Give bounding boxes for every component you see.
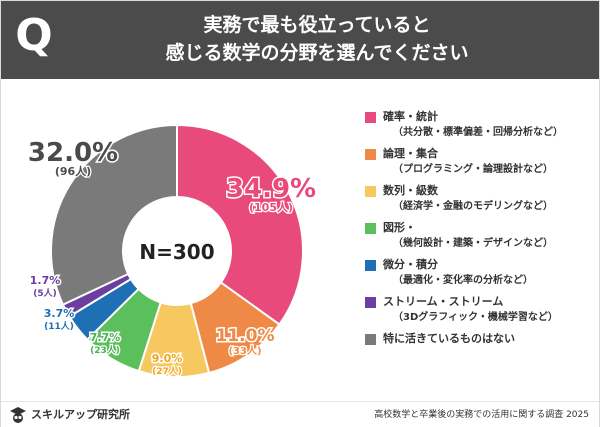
page-title: 実務で最も役立っていると 感じる数学の分野を選んでください	[97, 11, 537, 67]
legend-name-6: ストリーム・ストリーム	[383, 295, 504, 308]
legend-detail-1: （共分散・標準偏差・回帰分析など）	[393, 127, 563, 138]
title-line-1: 実務で最も役立っていると	[203, 14, 431, 36]
legend-name-3: 数列・級数	[383, 184, 438, 197]
legend-name-7: 特に活きているものはない	[383, 332, 515, 345]
value-label-4: 7.7%	[90, 331, 121, 344]
legend-detail-2: （プログラミング・論理設計など）	[393, 164, 553, 175]
legend-swatch-7	[365, 334, 376, 345]
legend-item-6: ストリーム・ストリーム （3Dグラフィック・機械学習など）	[365, 294, 595, 325]
value-label-7: 32.0%	[28, 138, 118, 168]
legend-item-4: 図形・ （幾何設計・建築・デザインなど）	[365, 220, 595, 251]
legend-detail-5: （最適化・変化率の分析など）	[393, 275, 533, 286]
legend-detail-6: （3Dグラフィック・機械学習など）	[393, 312, 558, 323]
legend-swatch-4	[365, 223, 376, 234]
legend-swatch-6	[365, 297, 376, 308]
legend-item-5: 微分・積分 （最適化・変化率の分析など）	[365, 257, 595, 288]
slice-7	[50, 123, 178, 306]
source-note: 高校数学と卒業後の実務での活用に関する調査 2025	[374, 410, 589, 420]
count-label-1: (105人)	[249, 200, 293, 214]
legend-name-4: 図形・	[383, 221, 416, 234]
legend-swatch-5	[365, 260, 376, 271]
legend-swatch-1	[365, 112, 376, 123]
legend-name-2: 論理・集合	[383, 147, 438, 160]
header-banner: Q 実務で最も役立っていると 感じる数学の分野を選んでください	[1, 1, 599, 79]
count-label-3: (27人)	[152, 365, 182, 377]
value-label-5: 3.7%	[44, 307, 75, 320]
legend-name-1: 確率・統計	[383, 110, 438, 123]
count-label-2: (33人)	[228, 344, 261, 357]
donut-chart: N=30034.9%(105人)11.0%(33人)9.0%(27人)7.7%(…	[26, 123, 318, 378]
q-badge: Q	[15, 10, 53, 61]
brand-name: スキルアップ研究所	[31, 408, 130, 421]
count-label-4: (23人)	[90, 344, 120, 356]
legend-name-5: 微分・積分	[383, 258, 438, 271]
count-label-7: (96人)	[55, 164, 91, 178]
value-label-3: 9.0%	[152, 352, 183, 365]
count-label-6: (5人)	[33, 287, 57, 299]
slice-1	[176, 123, 304, 326]
legend-item-7: 特に活きているものはない	[365, 331, 595, 347]
legend-item-2: 論理・集合 （プログラミング・論理設計など）	[365, 146, 595, 177]
count-label-5: (11人)	[44, 320, 74, 332]
legend-swatch-2	[365, 149, 376, 160]
footer: スキルアップ研究所 高校数学と卒業後の実務での活用に関する調査 2025	[1, 401, 599, 427]
legend-item-3: 数列・級数 （経済学・金融のモデリングなど）	[365, 183, 595, 214]
legend-swatch-3	[365, 186, 376, 197]
brand: スキルアップ研究所	[9, 406, 130, 424]
value-label-6: 1.7%	[30, 274, 61, 287]
legend-detail-4: （幾何設計・建築・デザインなど）	[393, 238, 553, 249]
legend: 確率・統計 （共分散・標準偏差・回帰分析など） 論理・集合 （プログラミング・論理設計…	[365, 109, 595, 353]
legend-detail-3: （経済学・金融のモデリングなど）	[393, 201, 553, 212]
title-line-2: 感じる数学の分野を選んでください	[165, 42, 469, 64]
center-label: N=300	[139, 240, 214, 264]
chart-area: N=300 34.9% (105人) 11.0% (33人) 9.0% (27人) 7.7%(…	[1, 79, 599, 401]
value-label-1: 34.9%	[226, 174, 316, 204]
value-label-2: 11.0%	[216, 326, 275, 346]
legend-item-1: 確率・統計 （共分散・標準偏差・回帰分析など）	[365, 109, 595, 140]
owl-logo-icon	[10, 407, 26, 423]
